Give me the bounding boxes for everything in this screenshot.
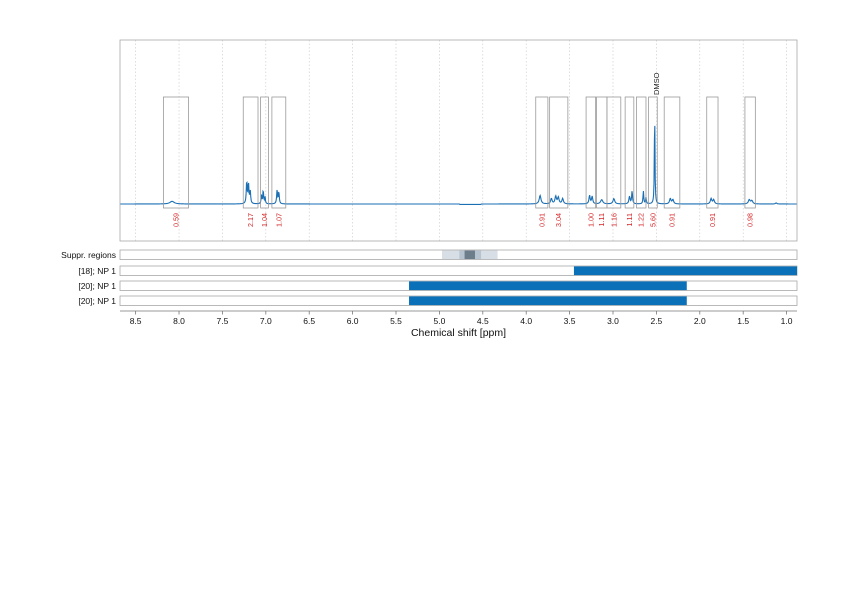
x-tick-label: 6.0 (347, 316, 359, 326)
integral-value-label: 0.91 (708, 213, 717, 227)
integral-value-label: 1.04 (260, 213, 269, 227)
range-bar (409, 296, 687, 306)
range-bar-label: [20]; NP 1 (78, 281, 116, 291)
x-axis-title: Chemical shift [ppm] (411, 327, 506, 339)
range-bar-label: [20]; NP 1 (78, 296, 116, 306)
x-tick-label: 6.5 (303, 316, 315, 326)
integral-value-label: 1.07 (274, 213, 283, 227)
x-tick-label: 5.5 (390, 316, 402, 326)
integral-value-label: 0.91 (668, 213, 677, 227)
integral-box (596, 96, 608, 209)
range-bar-label: [18]; NP 1 (78, 266, 116, 276)
x-tick-label: 4.0 (520, 316, 532, 326)
suppressed-regions-label: Suppr. regions (61, 250, 116, 260)
integral-box (242, 96, 259, 209)
x-axis: 8.5 8.0 7.5 7.0 6.5 6.0 5.5 5.0 4.5 4.0 3.5 3.0 2.5 2… (120, 310, 797, 326)
integral-box (648, 96, 658, 209)
range-bar (409, 281, 687, 291)
x-tick-label: 4.5 (477, 316, 489, 326)
integral-value-label: 2.17 (246, 213, 255, 227)
integral-box (535, 96, 549, 209)
suppressed-region-core (464, 250, 475, 259)
dmso-annotation: DMSO (652, 72, 661, 95)
integral-value-label: 1.00 (586, 213, 595, 227)
integral-value-label: 0.98 (746, 213, 755, 227)
gridlines (135, 40, 787, 241)
x-tick-label: 1.0 (781, 316, 793, 326)
x-tick-label: 7.0 (260, 316, 272, 326)
integral-value-label: 1.16 (609, 213, 618, 227)
integral-value-label: 1.22 (637, 213, 646, 227)
integral-box (624, 96, 635, 209)
integral-box (260, 96, 269, 209)
integral-box (585, 96, 597, 209)
integral-box (549, 96, 569, 209)
integral-value-label: 0.91 (537, 213, 546, 227)
integral-box (271, 96, 287, 209)
spectrum-line (120, 125, 797, 205)
x-tick-label: 8.0 (173, 316, 185, 326)
x-tick-label: 7.5 (217, 316, 229, 326)
integral-box (744, 96, 756, 209)
integral-box (706, 96, 719, 209)
x-tick-label: 2.5 (650, 316, 662, 326)
integral-box (162, 96, 189, 209)
integral-box (636, 96, 647, 209)
range-bar (573, 266, 797, 276)
suppressed-regions-row: Suppr. regions (61, 249, 798, 260)
integral-value-label: 1.11 (597, 213, 606, 226)
spectrum-panel-frame (119, 39, 798, 242)
x-tick-label: 2.0 (694, 316, 706, 326)
integral-value-label: 5.60 (648, 213, 657, 227)
x-tick-label: 3.5 (564, 316, 576, 326)
integral-value-label: 1.11 (625, 213, 634, 226)
integral-value-label: 0.59 (171, 213, 180, 227)
spectrum-layer (120, 125, 797, 205)
integral-box (663, 96, 681, 209)
integral-box (606, 96, 622, 209)
range-bars: [18]; NP 1 [20]; NP 1 [20]; NP 1 (78, 265, 798, 306)
x-tick-label: 8.5 (130, 316, 142, 326)
integral-value-label: 3.04 (554, 213, 563, 227)
x-tick-label: 5.0 (433, 316, 445, 326)
x-tick-label: 1.5 (737, 316, 749, 326)
integrals: 0.59 2.17 1.04 1.07 0.91 3.04 1.00 1.11 1.16 1.11… (162, 96, 756, 227)
x-tick-label: 3.0 (607, 316, 619, 326)
